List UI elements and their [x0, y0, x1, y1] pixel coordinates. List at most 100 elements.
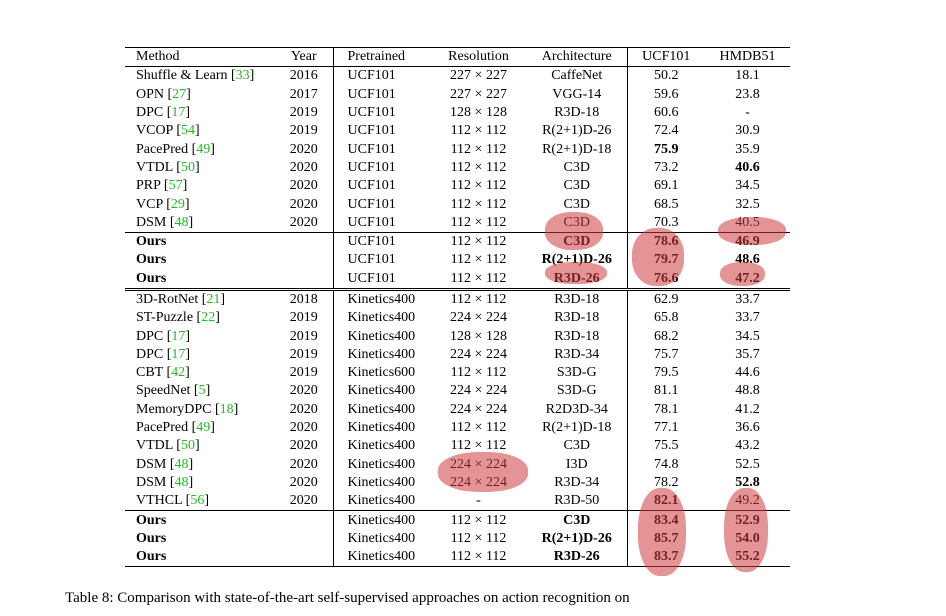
table-cell: 36.6: [735, 420, 760, 436]
table-cell: Kinetics400: [347, 549, 416, 565]
table-cell: 2020: [275, 140, 334, 159]
table-cell: 81.1: [654, 383, 679, 399]
table-cell: [275, 510, 334, 530]
table-cell: UCF101: [347, 105, 396, 121]
table-cell: I3D: [527, 455, 628, 474]
table-cell: 112 × 112: [450, 123, 507, 139]
table-cell: 75.5: [654, 438, 679, 454]
table-cell: 69.1: [654, 178, 679, 194]
table-cell: UCF101: [347, 159, 396, 175]
table-cell: 18.1: [735, 68, 760, 84]
table-cell: 224 × 224: [450, 474, 507, 490]
table-cell: 34.5: [735, 328, 760, 344]
table-cell: 2019: [275, 364, 334, 383]
table-row: VCOP [54] 2019 UCF101 112 × 112 R(2+1)D-26 72…: [125, 122, 790, 141]
table-cell: UCF101: [347, 86, 396, 102]
table-cell: -: [745, 105, 750, 121]
table-cell: C3D: [527, 158, 628, 178]
header-row: Method Year Pretrained Resolution Architectu…: [125, 47, 790, 67]
table-cell: MemoryDPC [18]: [136, 401, 239, 417]
table-cell: 76.6: [654, 270, 679, 286]
table-cell: 224 × 224: [450, 456, 507, 472]
table-cell: PRP [57]: [136, 178, 188, 194]
table-cell: 68.2: [654, 328, 679, 344]
table-cell: 72.4: [654, 123, 679, 139]
table-cell: 32.5: [735, 196, 760, 212]
table-cell: 65.8: [654, 310, 679, 326]
table-cell: C3D: [527, 437, 628, 456]
table-cell: UCF101: [347, 141, 396, 157]
table-cell: Kinetics400: [347, 512, 416, 528]
table-cell: 54.0: [735, 530, 760, 546]
table-cell: 2019: [275, 327, 334, 346]
table-cell: S3D-G: [527, 364, 628, 383]
table-cell: 2017: [275, 85, 334, 104]
table-cell: R(2+1)D-18: [527, 140, 628, 159]
column-header: Pretrained: [347, 49, 406, 65]
table-cell: 112 × 112: [450, 214, 507, 230]
column-header: Architecture: [527, 47, 628, 67]
table-row: Shuffle & Learn [33] 2016 UCF101 227 × 227 C…: [125, 66, 790, 86]
column-header: Resolution: [448, 49, 509, 65]
table-cell: 68.5: [654, 196, 679, 212]
table-cell: 112 × 112: [450, 270, 507, 286]
column-header: UCF101: [642, 49, 691, 65]
table-cell: Kinetics400: [347, 474, 416, 490]
table-cell: 2020: [275, 158, 334, 178]
table-cell: 52.5: [735, 456, 760, 472]
table-cell: Kinetics600: [347, 365, 416, 381]
table-cell: Ours: [136, 530, 167, 546]
table-cell: 112 × 112: [450, 252, 507, 268]
table-cell: R(2+1)D-26: [527, 529, 628, 549]
table-cell: 60.6: [654, 105, 679, 121]
table-cell: 52.8: [735, 474, 760, 490]
table-cell: UCF101: [347, 252, 396, 268]
table-cell: R3D-34: [527, 345, 628, 365]
table-row: DPC [17] 2019 UCF101 128 × 128 R3D-18 60.6 -: [125, 103, 790, 123]
table-section: 3D-RotNet [21] 2018 Kinetics400 112 × 112 R3…: [125, 289, 790, 567]
table-cell: 2020: [275, 382, 334, 401]
table-cell: 78.2: [654, 474, 679, 490]
table-cell: 112 × 112: [450, 178, 507, 194]
table-cell: R(2+1)D-26: [527, 251, 628, 270]
table-cell: 55.2: [735, 549, 760, 565]
table-cell: Kinetics400: [347, 346, 416, 362]
table-cell: 2020: [275, 213, 334, 233]
table-cell: S3D-G: [527, 382, 628, 401]
table-row: DSM [48] 2020 Kinetics400 224 × 224 R3D-34 78…: [125, 473, 790, 493]
table-cell: ST-Puzzle [22]: [136, 310, 220, 326]
table-cell: 73.2: [654, 159, 679, 175]
table-cell: [275, 548, 334, 567]
table-cell: 112 × 112: [450, 512, 507, 528]
table-cell: 50.2: [654, 68, 679, 84]
table-cell: UCF101: [347, 196, 396, 212]
table-cell: PacePred [49]: [136, 420, 215, 436]
table-cell: 49.2: [735, 493, 760, 509]
table-cell: 224 × 224: [450, 346, 507, 362]
results-table: Method Year Pretrained Resolution Architectu…: [125, 47, 790, 567]
table-cell: VGG-14: [527, 85, 628, 104]
table-row: ST-Puzzle [22] 2019 Kinetics400 224 × 224 R3…: [125, 309, 790, 328]
table-cell: UCF101: [347, 68, 396, 84]
table-cell: 34.5: [735, 178, 760, 194]
table-row: PacePred [49] 2020 Kinetics400 112 × 112 R(2…: [125, 418, 790, 438]
table-row: VCP [29] 2020 UCF101 112 × 112 C3D 68.5 32.5: [125, 195, 790, 214]
table-cell: 2020: [275, 492, 334, 511]
caption: Table 8: Comparison with state-of-the-ar…: [65, 590, 630, 606]
table-cell: Kinetics400: [347, 438, 416, 454]
table-row: SpeedNet [5] 2020 Kinetics400 224 × 224 S3D-…: [125, 382, 790, 401]
table-cell: 2019: [275, 309, 334, 328]
table-row: CBT [42] 2019 Kinetics600 112 × 112 S3D-G 79.…: [125, 364, 790, 383]
table-cell: 2019: [275, 345, 334, 365]
table-cell: 82.1: [654, 493, 679, 509]
table-cell: 46.9: [735, 234, 760, 250]
table-cell: Ours: [136, 512, 167, 528]
table-cell: 30.9: [735, 123, 760, 139]
table-row: VTHCL [56] 2020 Kinetics400 - R3D-50 82.1 49.2: [125, 492, 790, 511]
column-header: Method: [136, 49, 180, 65]
table-cell: [275, 529, 334, 549]
table-row: Ours UCF101 112 × 112 C3D 78.6 46.9: [125, 232, 790, 252]
table-cell: 2020: [275, 455, 334, 474]
table-cell: VTHCL [56]: [136, 493, 209, 509]
table-row: VTDL [50] 2020 UCF101 112 × 112 C3D 73.2 40.6: [125, 158, 790, 178]
